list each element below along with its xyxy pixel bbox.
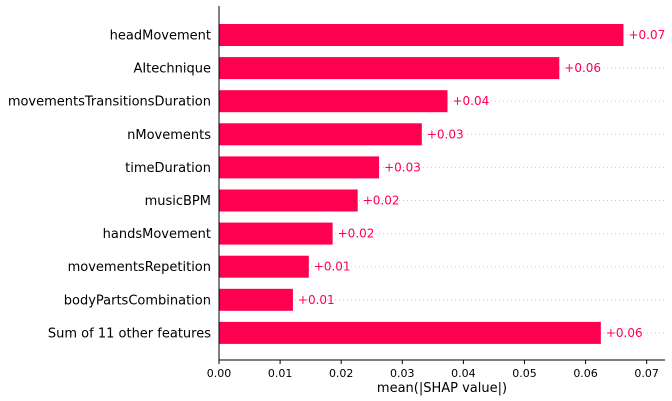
value-labels: +0.07 +0.06 +0.04 +0.03 +0.03 +0.02 +0.02 +0.01… [298,28,665,340]
category-label: Sum of 11 other features [48,326,211,341]
category-label: movementsTransitionsDuration [8,95,211,110]
value-label: +0.01 [314,260,351,274]
x-axis-title: mean(|SHAP value|) [377,381,507,396]
x-tick-label: 0.03 [390,367,415,380]
bar [219,222,333,245]
bar [219,24,624,46]
value-label: +0.06 [564,61,601,75]
value-label: +0.02 [338,227,375,241]
bar [219,255,309,278]
category-label: handsMovement [103,227,211,242]
value-label: +0.03 [427,127,464,141]
bar [219,123,422,146]
category-label: AItechnique [133,62,211,77]
bar [219,288,293,311]
x-tick-label: 0.05 [512,367,537,380]
category-label: movementsRepetition [68,260,211,275]
value-label: +0.01 [298,293,335,307]
grid-lines [219,34,665,334]
category-label: headMovement [110,29,211,44]
bar [219,189,358,212]
x-tick-label: 0.07 [634,367,659,380]
bar [219,57,560,80]
x-tick-label: 0.06 [573,367,598,380]
category-labels: headMovement AItechnique movementsTransiti… [8,29,211,342]
value-label: +0.07 [628,28,665,42]
category-label: nMovements [127,128,211,143]
category-label: musicBPM [145,194,211,209]
x-tick-label: 0.02 [329,367,354,380]
value-label: +0.04 [452,94,489,108]
bar [219,321,601,344]
x-tick-label: 0.01 [268,367,293,380]
x-ticks: 0.00 0.01 0.02 0.03 0.04 0.05 0.06 0.07 [207,360,659,380]
category-label: timeDuration [125,161,211,176]
value-label: +0.06 [606,326,643,340]
category-label: bodyPartsCombination [64,293,211,308]
bar [219,156,380,179]
bar [219,90,448,113]
x-tick-label: 0.04 [451,367,476,380]
x-tick-label: 0.00 [207,367,232,380]
value-label: +0.03 [384,160,421,174]
value-label: +0.02 [363,194,400,208]
bars [219,24,624,344]
